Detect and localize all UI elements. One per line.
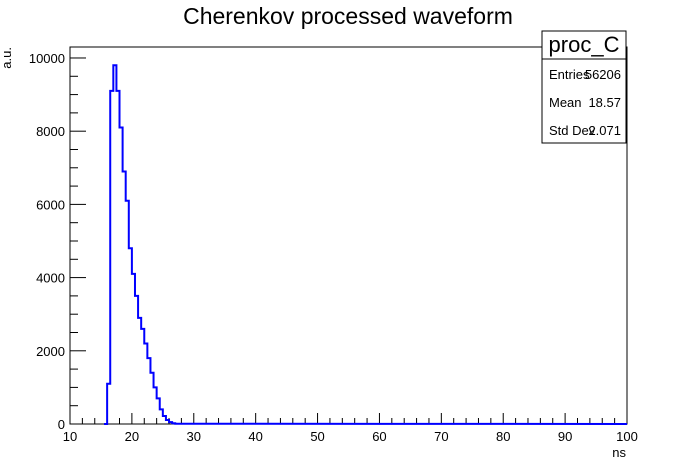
chart-title: Cherenkov processed waveform <box>183 3 513 29</box>
y-tick-label: 0 <box>58 417 65 432</box>
x-tick-label: 70 <box>434 429 448 444</box>
x-tick-label: 60 <box>372 429 386 444</box>
stats-box: proc_C Entries 56206 Mean 18.57 Std Dev … <box>541 30 627 144</box>
x-tick-label: 80 <box>496 429 510 444</box>
y-tick-label: 10000 <box>29 51 65 66</box>
y-tick-label: 4000 <box>36 271 65 286</box>
stats-mean-value: 18.57 <box>588 95 621 110</box>
axis-tick-labels: 10 20 30 40 50 60 70 80 90 100 0 2000 4000 6000 8000 10… <box>29 51 638 444</box>
stats-stddev-value: 2.071 <box>588 123 621 138</box>
y-tick-label: 8000 <box>36 124 65 139</box>
x-axis-label: ns <box>612 445 626 460</box>
y-tick-label: 2000 <box>36 344 65 359</box>
y-axis-label: a.u. <box>0 47 14 69</box>
stats-box-name: proc_C <box>549 32 620 57</box>
x-tick-label: 90 <box>558 429 572 444</box>
stats-entries-label: Entries <box>549 67 590 82</box>
x-tick-label: 100 <box>616 429 638 444</box>
stats-mean-label: Mean <box>549 95 582 110</box>
x-tick-label: 40 <box>248 429 262 444</box>
x-tick-label: 50 <box>310 429 324 444</box>
x-tick-label: 10 <box>63 429 77 444</box>
y-tick-label: 6000 <box>36 197 65 212</box>
stats-stddev-label: Std Dev <box>549 123 596 138</box>
stats-box-border <box>541 30 627 144</box>
stats-entries-value: 56206 <box>585 67 621 82</box>
x-tick-label: 20 <box>125 429 139 444</box>
x-tick-label: 30 <box>187 429 201 444</box>
histogram-series-line <box>104 64 628 425</box>
